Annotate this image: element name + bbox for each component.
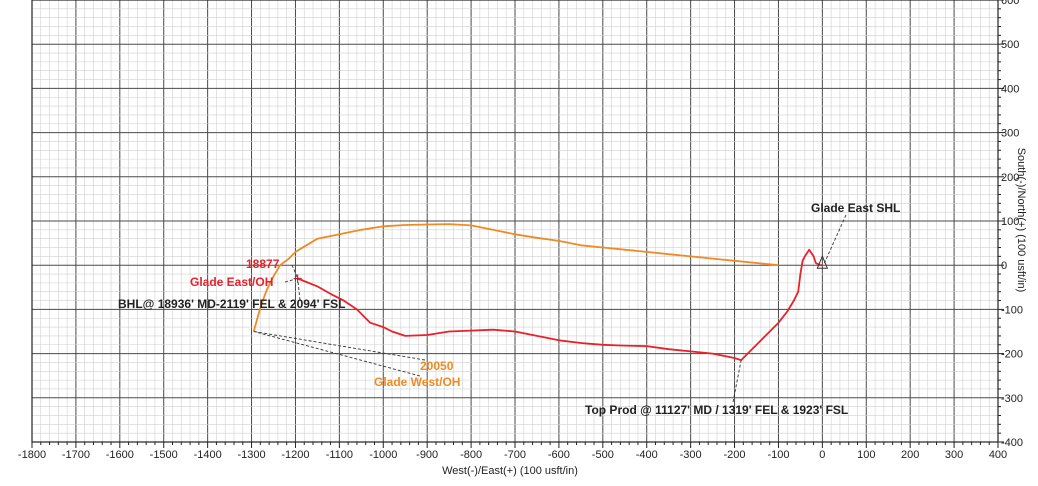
x-tick-label: -700	[504, 449, 526, 461]
annotation-top-prod: Top Prod @ 11127' MD / 1319' FEL & 1923'…	[585, 403, 848, 417]
x-tick-label: -1800	[18, 449, 46, 461]
y-tick-label: -200	[1001, 349, 1023, 361]
leader-line	[732, 360, 742, 403]
leader-line	[253, 331, 421, 377]
y-tick-label: 400	[1001, 83, 1019, 95]
leader-line	[284, 278, 298, 283]
y-tick-label: 0	[1001, 260, 1007, 272]
y-tick-label: -100	[1001, 304, 1023, 316]
x-tick-label: -1200	[281, 449, 309, 461]
y-tick-label: 600	[1001, 0, 1019, 7]
leader-line	[297, 278, 301, 301]
x-tick-label: -1300	[237, 449, 265, 461]
plot-frame	[31, 0, 1004, 448]
x-tick-label: -900	[416, 449, 438, 461]
x-tick-label: -1100	[326, 449, 353, 461]
y-tick-label: 300	[1001, 128, 1019, 140]
y-tick-label: 100	[1001, 216, 1019, 228]
x-axis-label: West(-)/East(+) (100 usft/in)	[442, 465, 578, 477]
series-line	[252, 223, 779, 332]
x-tick-label: -1000	[369, 449, 397, 461]
annotation-bhl: BHL@ 18936' MD-2119' FEL & 2094' FSL	[118, 297, 345, 311]
x-tick-labels: -1800 -1700 -1600 -1500 -1400 -1300 -1200 -1100…	[18, 449, 1007, 461]
grid	[31, 0, 999, 443]
leader-line	[823, 214, 847, 264]
x-tick-label: 100	[857, 449, 875, 461]
x-tick-label: -300	[680, 449, 702, 461]
x-tick-label: -1400	[194, 449, 222, 461]
annotation-glade-west-oh: Glade West/OH	[374, 375, 460, 389]
annotation-18877: 18877	[246, 257, 280, 271]
x-tick-label: -100	[767, 449, 789, 461]
y-tick-label: 200	[1001, 172, 1019, 184]
x-tick-label: -1700	[62, 449, 90, 461]
y-axis-label: South(-)/North(+) (100 usft/in)	[1015, 148, 1027, 293]
y-tick-label: -400	[1001, 437, 1023, 449]
y-tick-labels: -400 -300 -200 -100 0 100 200 300 400 500 600	[1001, 0, 1023, 449]
x-tick-label: -1600	[106, 449, 134, 461]
series-line	[297, 248, 823, 362]
annotation-20050: 20050	[420, 359, 454, 373]
annotation-leaders	[253, 214, 847, 403]
x-tick-label: 300	[945, 449, 963, 461]
x-tick-label: 400	[989, 449, 1007, 461]
x-tick-label: -1500	[150, 449, 178, 461]
annotation-glade-east-shl: Glade East SHL	[811, 201, 900, 215]
leader-line	[291, 264, 299, 279]
x-tick-label: -600	[548, 449, 570, 461]
x-tick-label: -800	[460, 449, 482, 461]
annotation-glade-east-oh: Glade East/OH	[190, 275, 273, 289]
x-tick-label: 0	[819, 449, 825, 461]
y-tick-label: 500	[1001, 39, 1019, 51]
leader-line	[253, 331, 426, 361]
x-tick-label: -400	[636, 449, 658, 461]
x-tick-label: -200	[724, 449, 746, 461]
x-tick-label: 200	[901, 449, 919, 461]
y-tick-label: -300	[1001, 393, 1023, 405]
x-tick-label: -500	[592, 449, 614, 461]
